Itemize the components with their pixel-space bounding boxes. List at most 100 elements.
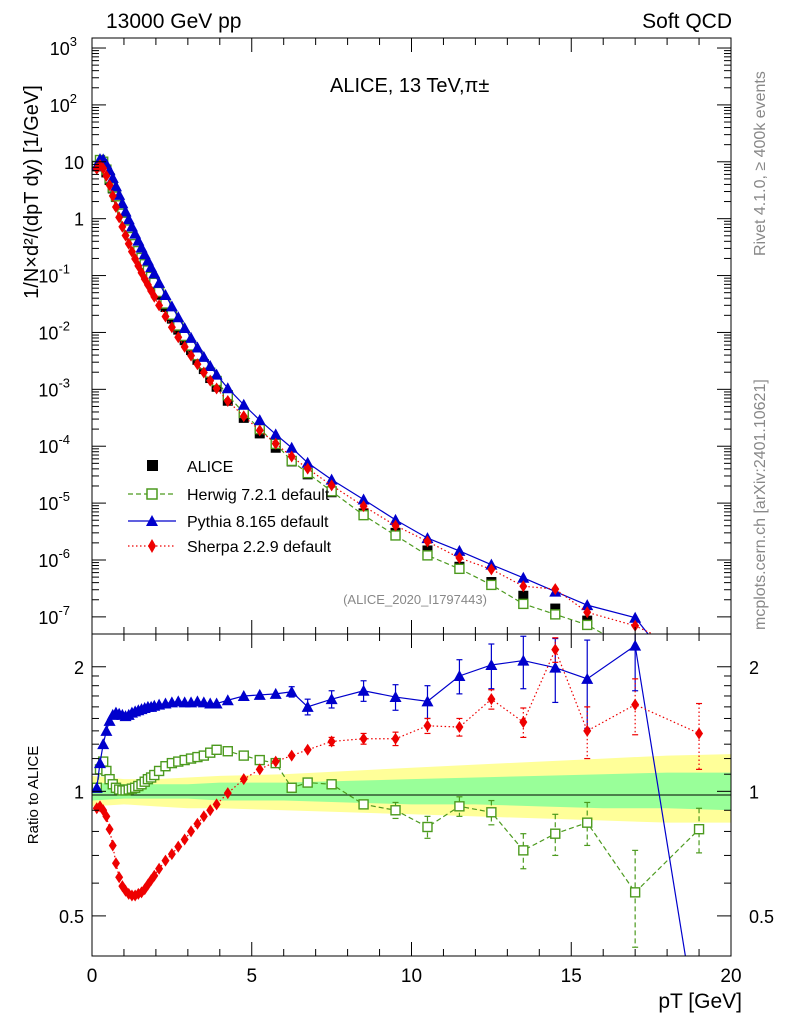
- sherpa-main-point: [124, 237, 133, 250]
- sherpa-main-point: [287, 450, 296, 463]
- sherpa-main-point: [391, 519, 400, 532]
- main-y-tick-label: 10-5: [38, 489, 70, 514]
- pythia-ratio-point: [357, 684, 370, 696]
- ratio-y-tick-label-left: 2: [74, 658, 84, 678]
- sherpa-main-point: [155, 299, 164, 312]
- sherpa-ratio-point: [303, 743, 312, 756]
- main-y-tick-label: 10-7: [38, 603, 70, 628]
- herwig-ratio-point: [358, 799, 369, 810]
- rivet-version-label: Rivet 4.1.0, ≥ 400k events: [752, 71, 769, 256]
- legend-alice-marker: [147, 460, 158, 471]
- sherpa-main-line: [96, 164, 655, 634]
- sherpa-main-point: [111, 200, 120, 213]
- sherpa-main-point: [108, 189, 117, 202]
- sherpa-ratio-point: [695, 727, 704, 740]
- herwig-ratio-point: [550, 828, 561, 839]
- pythia-ratio-point: [221, 694, 234, 706]
- pythia-main-point: [210, 368, 223, 380]
- legend-entry-alice: ALICE: [147, 459, 233, 476]
- legend-entry-sherpa: Sherpa 2.2.9 default: [128, 539, 332, 556]
- sherpa-main-point: [327, 479, 336, 492]
- herwig-ratio-point: [486, 807, 497, 818]
- x-tick-label: 15: [561, 966, 582, 987]
- sherpa-ratio-point: [223, 787, 232, 800]
- main-y-tick-label: 10-6: [38, 546, 70, 571]
- herwig-ratio-point: [454, 801, 465, 812]
- pythia-ratio-point: [389, 691, 402, 703]
- main-y-tick-exponent: -6: [58, 546, 70, 561]
- sherpa-main-point: [115, 211, 124, 224]
- sherpa-ratio-point: [150, 869, 159, 882]
- sherpa-ratio-point: [239, 773, 248, 786]
- sherpa-main-point: [105, 179, 114, 192]
- ratio-panel: 0.5 0.51 12 20 5 10 15 20 Ratio to ALICE pT [Ge…: [25, 633, 774, 1013]
- legend-sherpa-label: Sherpa 2.2.9 default: [187, 539, 332, 556]
- sherpa-main-point: [99, 162, 108, 175]
- sherpa-ratio-point: [174, 840, 183, 853]
- herwig-main-point: [422, 550, 433, 561]
- x-tick-label: 5: [246, 966, 257, 987]
- sherpa-main-point: [455, 551, 464, 564]
- sherpa-main-point: [519, 580, 528, 593]
- pythia-main-point: [153, 276, 166, 288]
- sherpa-main-point: [487, 563, 496, 576]
- plot-title: ALICE, 13 TeV,π±: [330, 75, 489, 97]
- main-panel: 10-7 10-6 10-5 10-4 10-3 10-2 10-1 1 10 102 103 AL…: [21, 34, 732, 635]
- sherpa-main-point: [303, 462, 312, 475]
- pythia-ratio-point: [485, 658, 498, 670]
- sherpa-main-point: [127, 245, 136, 258]
- main-y-tick-exponent: -5: [58, 489, 70, 504]
- sherpa-ratio-point: [423, 719, 432, 732]
- ratio-y-tick-label-left: 1: [74, 782, 84, 802]
- herwig-ratio-point: [629, 887, 641, 898]
- legend-alice-label: ALICE: [187, 459, 233, 476]
- herwig-main-point: [550, 609, 561, 620]
- sherpa-main-point: [174, 331, 183, 344]
- main-y-tick-exponent: 3: [70, 34, 77, 49]
- pythia-ratio-point: [210, 697, 223, 709]
- sherpa-main-point: [199, 366, 208, 379]
- sherpa-ratio-point: [105, 823, 114, 836]
- ratio-y-tick-label-right: 2: [749, 658, 759, 678]
- pythia-main-point: [285, 441, 298, 453]
- alice-point: [550, 603, 561, 614]
- sherpa-ratio-point: [212, 798, 221, 811]
- pythia-ratio-point: [97, 738, 110, 750]
- herwig-main-point: [454, 563, 465, 575]
- sherpa-main-point: [102, 169, 111, 182]
- pythia-main-point: [178, 321, 191, 333]
- sherpa-main-point: [193, 358, 202, 371]
- sherpa-ratio-point: [359, 732, 368, 745]
- sherpa-main-point: [212, 382, 221, 395]
- herwig-ratio-point: [390, 805, 401, 816]
- main-y-tick-exponent: 2: [70, 91, 77, 106]
- sherpa-ratio-point: [206, 804, 215, 817]
- main-y-label: 1/N×d²/(dpT dy) [1/GeV]: [21, 85, 43, 299]
- pythia-ratio-point: [253, 688, 266, 700]
- pythia-ratio-point: [237, 689, 250, 701]
- pythia-main-point: [204, 359, 217, 371]
- sherpa-ratio-point: [108, 839, 117, 852]
- pythia-ratio-point: [100, 724, 113, 736]
- sherpa-main-point: [223, 394, 232, 407]
- alice-point: [518, 590, 529, 601]
- pythia-main-point: [116, 197, 129, 209]
- pythia-ratio-point: [629, 639, 642, 651]
- herwig-ratio-point: [582, 817, 593, 828]
- herwig-ratio-point: [302, 777, 313, 788]
- pythia-main-line: [96, 158, 649, 634]
- sherpa-ratio-point: [255, 763, 264, 776]
- sherpa-ratio-point: [199, 810, 208, 823]
- sherpa-ratio-point: [193, 817, 202, 830]
- pythia-main-point: [165, 300, 178, 312]
- pythia-main-point: [453, 544, 466, 556]
- pythia-main-point: [253, 414, 266, 426]
- pythia-ratio-point: [549, 661, 562, 673]
- x-tick-label: 0: [87, 966, 98, 987]
- herwig-ratio-point: [518, 845, 529, 856]
- ratio-y-tick-label-left: 0.5: [59, 907, 84, 927]
- sherpa-main-point: [118, 220, 127, 233]
- sherpa-ratio-point: [519, 716, 528, 729]
- sherpa-ratio-point: [327, 735, 336, 748]
- legend-entry-pythia: Pythia 8.165 default: [128, 514, 329, 531]
